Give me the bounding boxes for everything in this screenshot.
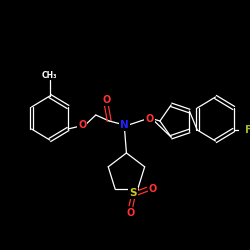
Text: O: O — [102, 95, 110, 105]
Text: CH₃: CH₃ — [42, 70, 58, 80]
Text: O: O — [127, 208, 135, 218]
Text: O: O — [145, 114, 154, 124]
Text: N: N — [120, 120, 129, 130]
Text: O: O — [78, 120, 86, 130]
Text: F: F — [244, 125, 250, 135]
Text: S: S — [129, 188, 137, 198]
Text: O: O — [149, 184, 157, 194]
